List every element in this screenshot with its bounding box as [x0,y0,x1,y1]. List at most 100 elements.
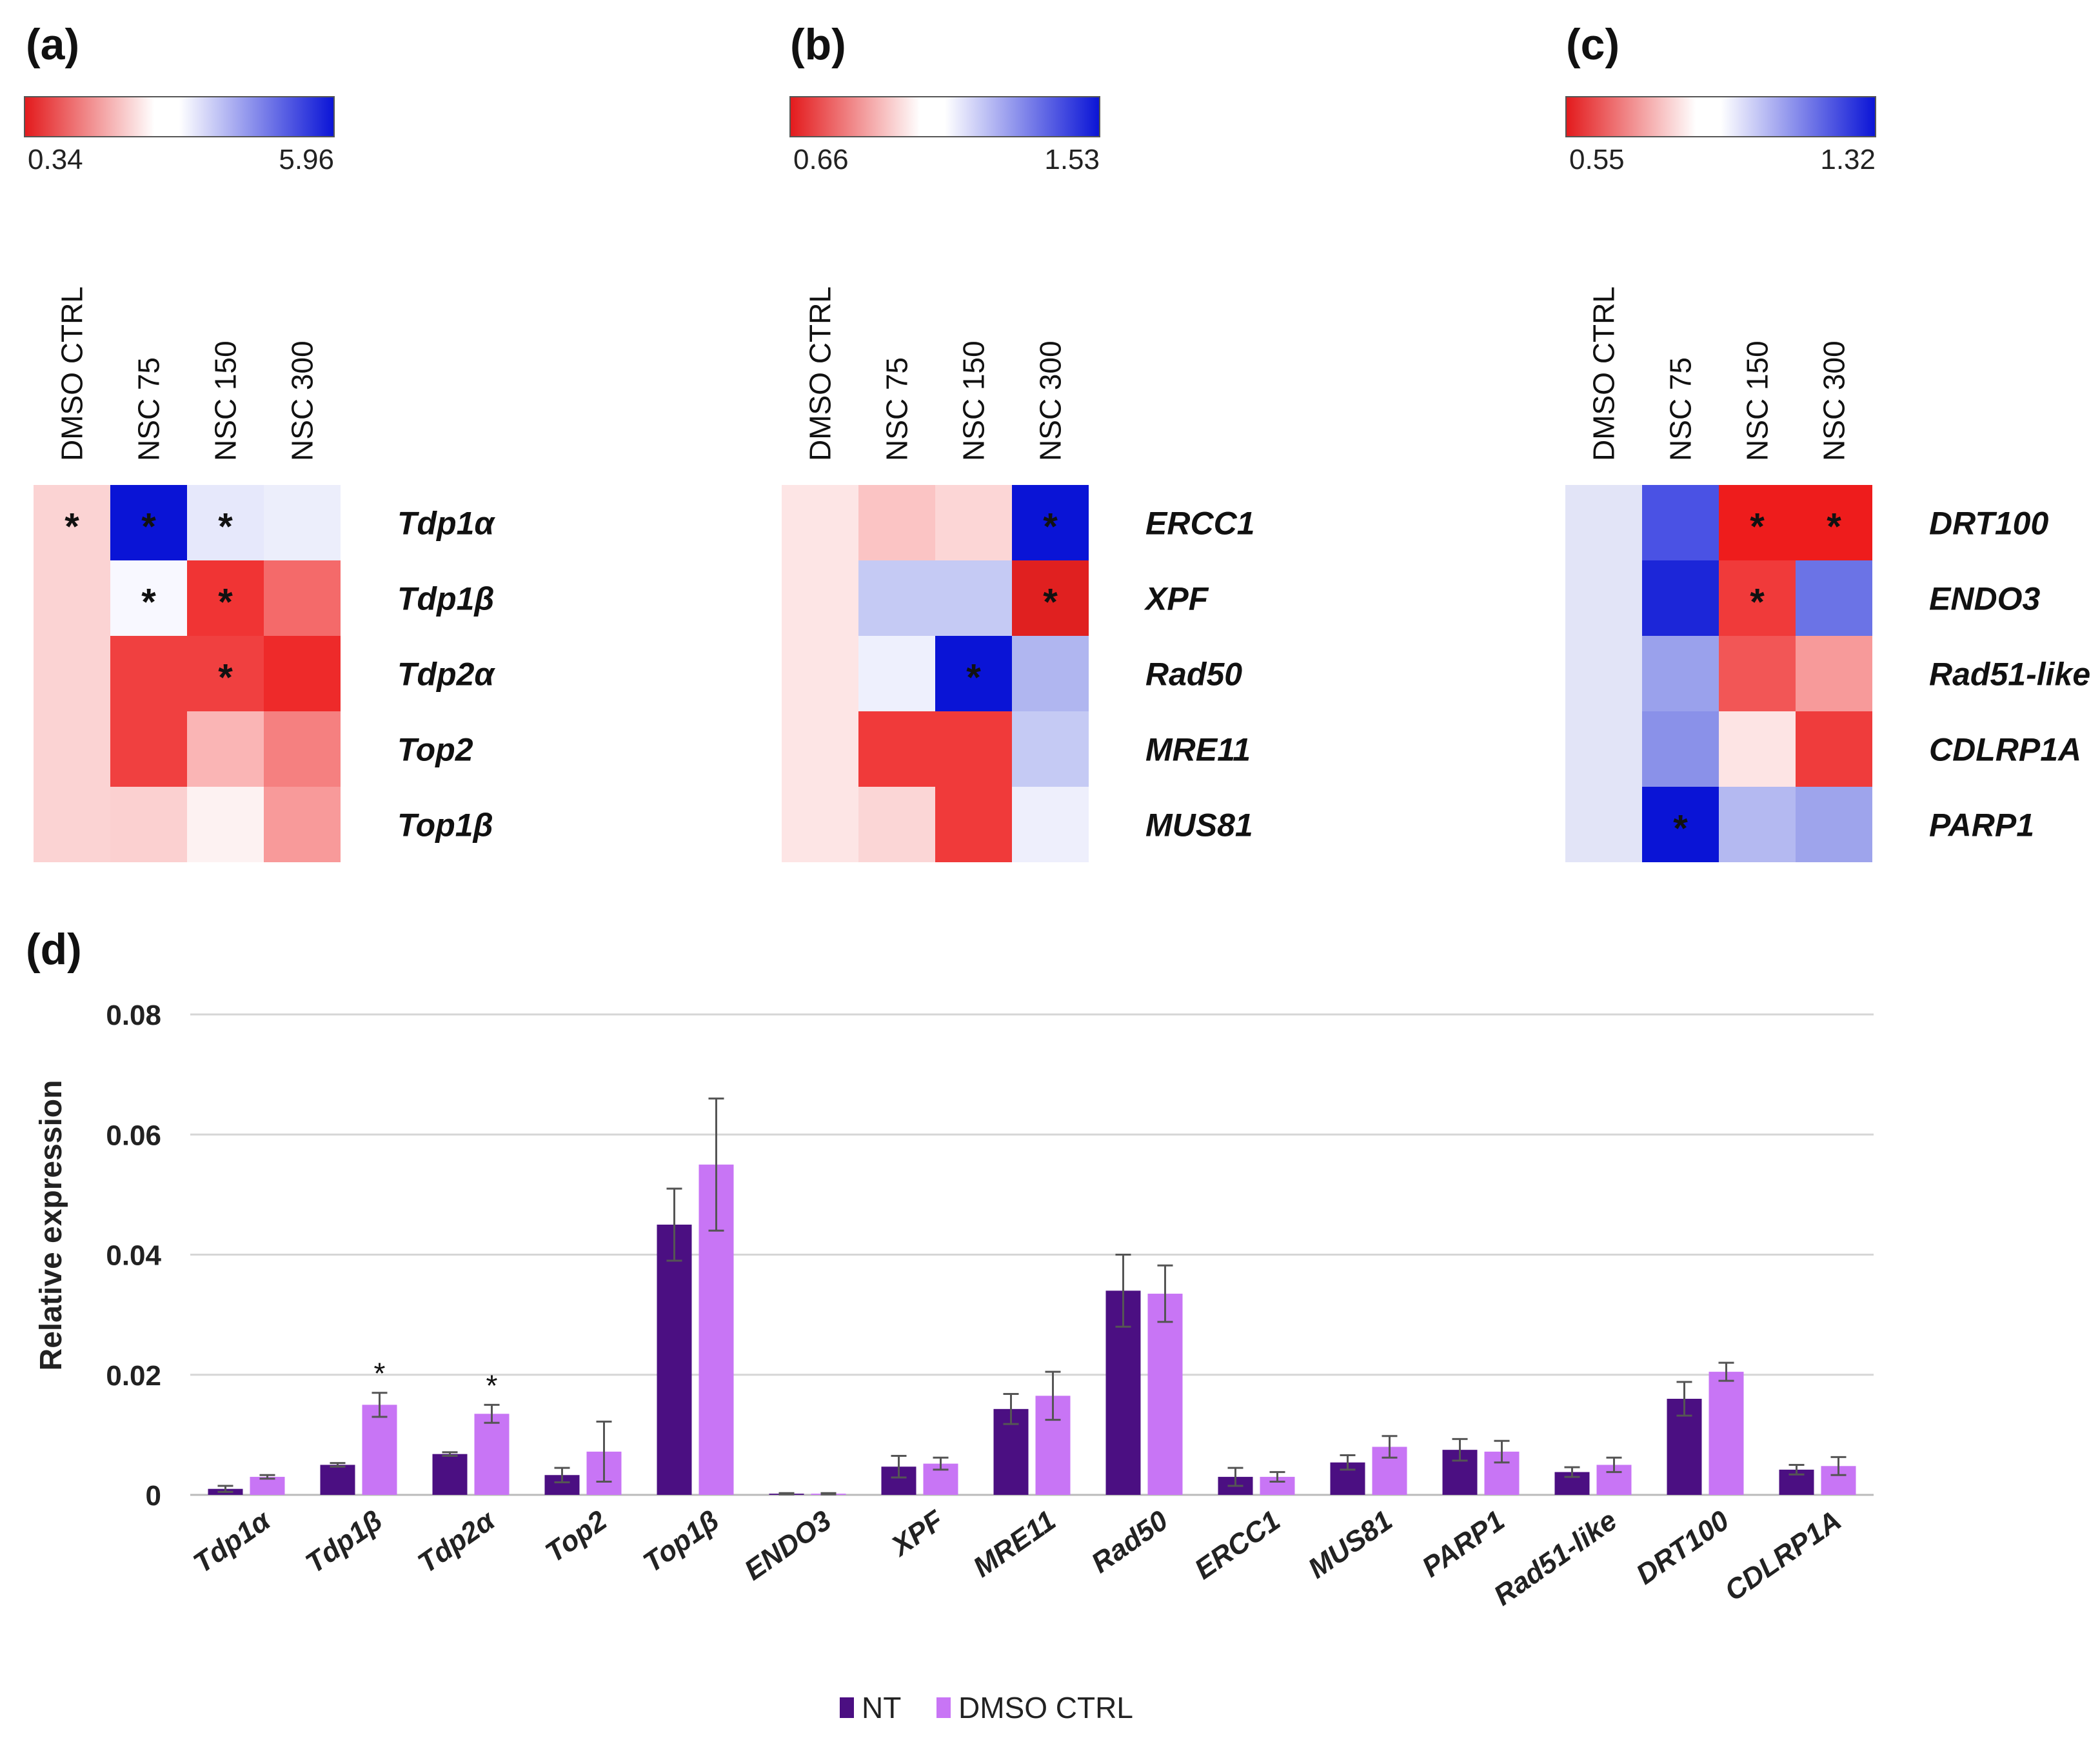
heatmap-cell-tdp1beta-nsc-150 [187,560,264,636]
row-label-drt100: DRT100 [1929,506,2048,542]
error-bar-nt-top2 [554,1466,570,1483]
significance-star: * [1827,506,1841,548]
error-bar-dmso-ctrl-top2 [596,1420,612,1483]
heatmap-cell-endo3-nsc-300 [1796,560,1872,636]
x-tick-label-ercc1: ERCC1 [1189,1505,1285,1586]
heatmap-cell-xpf-nsc-75 [858,560,935,636]
heatmap-cell-cdlrp1a-nsc-300 [1796,711,1872,787]
column-label-nsc-75: NSC 75 [880,357,914,461]
x-tick-label-tdp2alpha: Tdp2α [412,1504,501,1579]
heatmap-cell-top2-dmso-ctrl [34,711,110,787]
column-label-dmso-ctrl: DMSO CTRL [55,286,89,461]
error-bar-dmso-ctrl-xpf [933,1456,949,1471]
y-tick-label: 0.04 [106,1240,161,1272]
row-label-tdp1alpha: Tdp1α [397,506,495,542]
heatmap-cell-endo3-nsc-75 [1642,560,1719,636]
error-bar-nt-parp1 [1452,1437,1468,1462]
x-tick-label-top2: Top2 [540,1505,613,1569]
column-label-nsc-75: NSC 75 [132,357,166,461]
heatmap-cell-tdp1alpha-nsc-300 [264,485,341,560]
heatmap-cell-rad51-like-nsc-150 [1719,636,1796,711]
x-tick-label-rad50: Rad50 [1085,1505,1174,1579]
error-bar-nt-ercc1 [1227,1466,1243,1487]
colorbar-min-label-a: 0.34 [28,144,83,175]
error-bar-nt-mus81 [1340,1454,1356,1471]
heatmap-cell-mre11-nsc-75 [858,711,935,787]
row-label-rad51-like: Rad51-like [1929,657,2090,693]
colorbar-b [789,96,1100,137]
heatmap-cell-drt100-dmso-ctrl [1565,485,1642,560]
row-label-xpf: XPF [1144,581,1209,617]
error-bar-nt-tdp1alpha [217,1485,233,1493]
error-bar-nt-cdlrp1a [1788,1463,1805,1476]
heatmap-cell-top1beta-nsc-300 [264,787,341,862]
heatmap-cell-mus81-nsc-75 [858,787,935,862]
row-label-tdp1beta: Tdp1β [397,581,494,617]
heatmap-cell-tdp2alpha-nsc-75 [110,636,187,711]
heatmap-cell-mus81-dmso-ctrl [782,787,858,862]
x-tick-label-xpf: XPF [884,1504,950,1563]
error-bar-nt-drt100 [1676,1381,1692,1417]
x-tick-label-tdp1alpha: Tdp1α [188,1504,277,1579]
significance-star: * [218,582,233,624]
significance-star: * [141,506,156,548]
column-label-nsc-150: NSC 150 [957,341,991,461]
column-label-nsc-150: NSC 150 [1741,341,1774,461]
significance-star: * [141,582,156,624]
x-tick-label-mre11: MRE11 [967,1505,1062,1583]
heatmap-cell-ercc1-nsc-150 [935,485,1012,560]
heatmap-cell-ercc1-nsc-300 [1012,485,1089,560]
legend-swatch-nt [840,1697,854,1718]
significance-star: * [966,657,981,699]
heatmap-cell-cdlrp1a-dmso-ctrl [1565,711,1642,787]
heatmap-cell-cdlrp1a-nsc-75 [1642,711,1719,787]
heatmap-cell-tdp1beta-nsc-75 [110,560,187,636]
row-label-ercc1: ERCC1 [1145,506,1254,542]
x-tick-label-rad51-like: Rad51-like [1488,1505,1622,1612]
row-label-rad50: Rad50 [1145,657,1242,693]
colorbar-max-label-b: 1.53 [1044,144,1100,175]
row-label-endo3: ENDO3 [1929,581,2040,617]
bar-dmso-ctrl-drt100 [1709,1372,1744,1495]
heatmap-cell-cdlrp1a-nsc-150 [1719,711,1796,787]
heatmap-cell-mre11-nsc-150 [935,711,1012,787]
heatmap-cell-top1beta-nsc-75 [110,787,187,862]
y-tick-label: 0.02 [106,1360,161,1392]
significance-star: * [218,506,233,548]
column-label-dmso-ctrl: DMSO CTRL [804,286,837,461]
legend-label-nt: NT [862,1691,901,1724]
colorbar-a [24,96,335,137]
bar-nt-top1beta [657,1224,692,1495]
heatmap-cell-top2-nsc-150 [187,711,264,787]
heatmap-cell-endo3-nsc-150 [1719,560,1796,636]
heatmap-cell-rad51-like-dmso-ctrl [1565,636,1642,711]
heatmap-cell-drt100-nsc-75 [1642,485,1719,560]
column-label-nsc-150: NSC 150 [209,341,243,461]
heatmap-cell-top1beta-dmso-ctrl [34,787,110,862]
panel-label-b: (b) [790,20,846,69]
error-bar-dmso-ctrl-rad50 [1157,1264,1173,1323]
row-label-mus81: MUS81 [1145,807,1253,844]
significance-star: * [218,657,233,699]
y-axis-label: Relative expression [34,1080,68,1371]
heatmap-cell-rad50-nsc-300 [1012,636,1089,711]
heatmap-panel-b: 0.66 1.53 DMSO CTRL NSC 75 NSC 150 NSC 300 ERC… [782,96,1254,862]
error-bar-nt-top1beta [666,1187,682,1262]
heatmap-cell-drt100-nsc-300 [1796,485,1872,560]
legend-label-dmso-ctrl: DMSO CTRL [958,1691,1133,1724]
y-tick-label: 0 [146,1480,161,1512]
error-bar-dmso-ctrl-mus81 [1382,1435,1398,1459]
heatmap-cell-tdp2alpha-nsc-300 [264,636,341,711]
x-tick-label-top1beta: Top1β [638,1505,725,1579]
heatmap-cell-xpf-dmso-ctrl [782,560,858,636]
colorbar-max-label-a: 5.96 [279,144,334,175]
heatmap-cell-top2-nsc-75 [110,711,187,787]
column-label-nsc-75: NSC 75 [1664,357,1698,461]
error-bar-dmso-ctrl-cdlrp1a [1830,1456,1847,1476]
colorbar-min-label-c: 0.55 [1569,144,1625,175]
heatmap-cell-parp1-dmso-ctrl [1565,787,1642,862]
heatmap-cell-tdp1alpha-dmso-ctrl [34,485,110,560]
heatmap-cell-rad51-like-nsc-75 [1642,636,1719,711]
heatmap-cell-tdp1beta-nsc-300 [264,560,341,636]
